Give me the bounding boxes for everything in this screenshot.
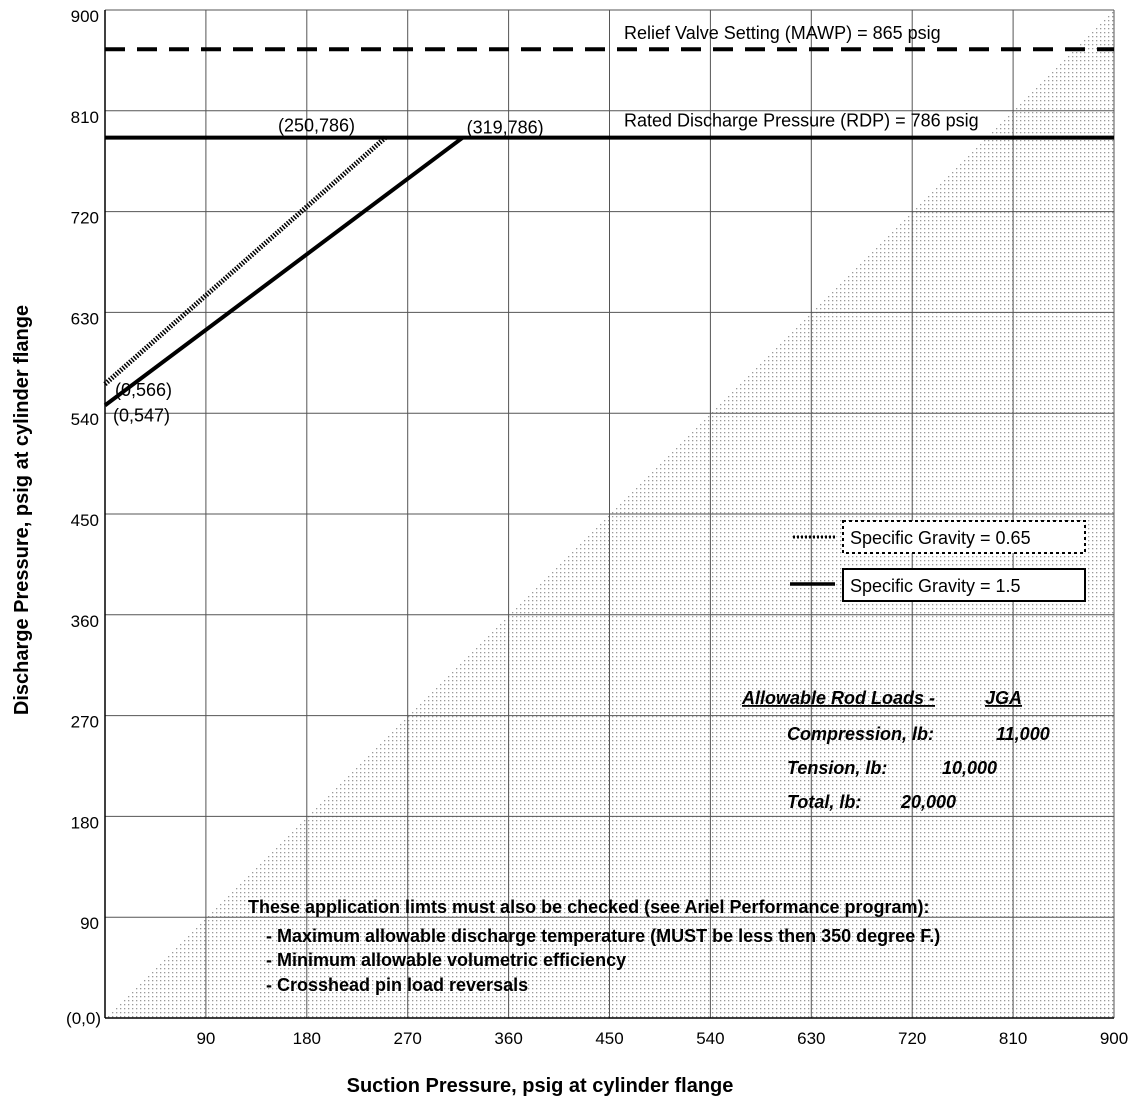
point-label-0-566: (0,566) (115, 380, 172, 400)
point-label-250-786: (250,786) (278, 116, 355, 136)
rod-loads-panel: Allowable Rod Loads - JGA Compression, l… (741, 688, 1050, 812)
rdp-label: Rated Discharge Pressure (RDP) = 786 psi… (624, 111, 979, 131)
rod-loads-model: JGA (985, 688, 1022, 708)
y-tick-label: 630 (71, 309, 99, 328)
rod-load-total-value: 20,000 (900, 792, 956, 812)
x-tick-label: 270 (394, 1029, 422, 1048)
point-label-319-786: (319,786) (467, 118, 544, 138)
y-tick-label: 900 (71, 7, 99, 26)
legend-box-sg-15 (842, 568, 1086, 602)
rod-load-tension-label: Tension, lb: (787, 758, 887, 778)
y-tick-label: 90 (80, 914, 99, 933)
note-discharge-temperature: - Maximum allowable discharge temperatur… (266, 926, 940, 946)
y-axis-title: Discharge Pressure, psig at cylinder fla… (11, 305, 33, 715)
mawp-label: Relief Valve Setting (MAWP) = 865 psig (624, 23, 941, 43)
rod-load-tension-value: 10,000 (942, 758, 997, 778)
rod-load-total-label: Total, lb: (787, 792, 861, 812)
rod-load-compression-label: Compression, lb: (787, 724, 934, 744)
series-line-sg-15 (103, 136, 464, 407)
series-line-sg-065 (103, 135, 387, 386)
x-tick-label: 900 (1100, 1029, 1128, 1048)
legend: Specific Gravity = 0.65 Specific Gravity… (790, 520, 1086, 602)
y-tick-label: 540 (71, 410, 99, 429)
y-tick-label: 810 (71, 108, 99, 127)
note-pin-load-reversals: - Crosshead pin load reversals (266, 975, 528, 995)
y-tick-label: 360 (71, 612, 99, 631)
x-axis-title: Suction Pressure, psig at cylinder flang… (347, 1075, 734, 1097)
point-label-0-547: (0,547) (113, 405, 170, 425)
x-tick-label: 630 (797, 1029, 825, 1048)
y-tick-label: 720 (71, 209, 99, 228)
x-tick-label: 540 (696, 1029, 724, 1048)
x-tick-label: 720 (898, 1029, 926, 1048)
origin-label: (0,0) (66, 1009, 101, 1028)
x-tick-label: 810 (999, 1029, 1027, 1048)
x-tick-label: 450 (595, 1029, 623, 1048)
legend-box-sg-065 (842, 520, 1086, 554)
notes-heading: These application limts must also be che… (248, 897, 930, 917)
y-tick-label: 450 (71, 511, 99, 530)
x-tick-label: 90 (196, 1029, 215, 1048)
note-volumetric-efficiency: - Minimum allowable volumetric efficienc… (266, 950, 626, 970)
x-tick-label: 180 (293, 1029, 321, 1048)
x-tick-label: 360 (494, 1029, 522, 1048)
application-notes: These application limts must also be che… (248, 897, 940, 995)
y-tick-label: 270 (71, 713, 99, 732)
y-tick-label: 180 (71, 813, 99, 832)
legend-label-sg-15: Specific Gravity = 1.5 (850, 576, 1021, 596)
rod-loads-title: Allowable Rod Loads - (741, 688, 935, 708)
legend-label-sg-065: Specific Gravity = 0.65 (850, 528, 1031, 548)
rod-load-compression-value: 11,000 (996, 724, 1050, 744)
